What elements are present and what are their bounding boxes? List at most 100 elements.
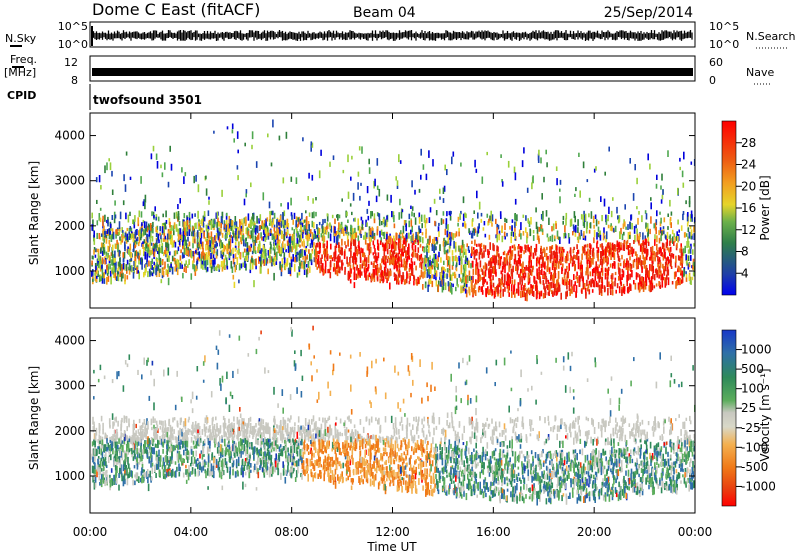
rti-cell bbox=[644, 284, 647, 290]
rti-cell bbox=[555, 249, 558, 254]
rti-cell bbox=[214, 244, 216, 248]
rti-cell bbox=[381, 221, 383, 226]
rti-cell bbox=[198, 257, 201, 262]
rti-cell bbox=[566, 273, 569, 278]
rti-cell bbox=[326, 240, 328, 249]
rti-cell bbox=[110, 236, 113, 242]
rti-cell bbox=[403, 246, 406, 253]
rti-cell bbox=[128, 269, 131, 275]
rti-cell bbox=[122, 232, 124, 237]
rti-cell bbox=[433, 245, 435, 253]
rti-cell bbox=[164, 250, 166, 255]
rti-cell bbox=[169, 235, 172, 241]
rti-cell bbox=[562, 215, 565, 221]
rti-cell bbox=[382, 274, 385, 282]
rti-cell bbox=[499, 289, 502, 294]
rti-cell bbox=[558, 287, 561, 292]
rti-cell bbox=[394, 273, 397, 280]
rti-cell bbox=[319, 242, 321, 248]
rti-cell bbox=[531, 287, 533, 294]
rti-cell bbox=[179, 255, 182, 261]
rti-cell bbox=[399, 238, 402, 243]
rti-cell bbox=[568, 237, 571, 244]
rti-cell bbox=[323, 269, 325, 275]
rti-cell bbox=[306, 229, 309, 235]
rti-cell bbox=[152, 221, 154, 228]
rti-cell bbox=[106, 276, 108, 285]
rti-cell bbox=[283, 257, 286, 265]
rti-cell bbox=[547, 291, 550, 296]
rti-cell bbox=[108, 232, 111, 240]
rti-cell bbox=[131, 265, 133, 273]
rti-cell bbox=[314, 254, 317, 263]
rti-cell bbox=[160, 164, 162, 169]
rti-cell bbox=[554, 288, 557, 293]
rti-cell bbox=[234, 222, 236, 227]
rti-cell bbox=[677, 453, 679, 462]
rti-cell bbox=[338, 232, 341, 236]
rti-cell bbox=[559, 255, 562, 261]
rti-cell bbox=[295, 177, 298, 184]
rti-cell bbox=[607, 287, 609, 296]
rti-cell bbox=[287, 245, 290, 253]
rti-cell bbox=[439, 276, 441, 280]
rti-cell bbox=[555, 166, 558, 171]
rti-cell bbox=[124, 234, 127, 241]
rti-cell bbox=[553, 235, 556, 239]
rti-cell bbox=[304, 228, 307, 233]
rti-cell bbox=[239, 252, 242, 260]
rti-cell bbox=[498, 457, 501, 464]
rti-cell bbox=[609, 284, 612, 290]
rti-cell bbox=[113, 263, 116, 270]
rti-cell bbox=[193, 254, 195, 263]
rti-cell bbox=[310, 141, 313, 146]
rti-cell bbox=[382, 256, 384, 262]
rti-cell bbox=[286, 228, 289, 234]
rti-cell bbox=[423, 263, 425, 271]
rti-cell bbox=[589, 243, 591, 248]
rti-cell bbox=[678, 277, 680, 286]
rti-cell bbox=[418, 188, 421, 193]
rti-cell bbox=[663, 217, 666, 223]
rti-cell bbox=[295, 220, 297, 228]
rti-cell bbox=[516, 483, 518, 491]
rti-cell bbox=[234, 225, 236, 230]
rti-cell bbox=[168, 218, 171, 225]
rti-cell bbox=[344, 266, 346, 272]
rti-cell bbox=[597, 232, 600, 238]
rti-cell bbox=[657, 262, 659, 268]
rti-cell bbox=[303, 240, 305, 248]
rti-cell bbox=[109, 263, 111, 270]
rti-cell bbox=[481, 469, 483, 474]
rti-cell bbox=[685, 260, 688, 264]
colorbar-tick-label: 16 bbox=[741, 201, 756, 215]
rti-cell bbox=[629, 158, 631, 164]
rti-cell bbox=[458, 231, 460, 237]
rti-cell bbox=[186, 219, 189, 226]
rti-cell bbox=[429, 458, 431, 466]
rti-cell bbox=[363, 235, 365, 240]
rti-cell bbox=[320, 257, 322, 265]
rti-cell bbox=[135, 250, 138, 257]
rti-cell bbox=[112, 244, 114, 251]
rti-cell bbox=[610, 247, 612, 254]
rti-cell bbox=[608, 464, 611, 469]
rti-cell bbox=[478, 201, 481, 210]
rti-cell bbox=[267, 268, 269, 275]
rti-cell bbox=[541, 268, 543, 275]
rti-cell bbox=[593, 267, 595, 274]
rti-cell bbox=[238, 253, 241, 259]
rti-cell bbox=[230, 219, 232, 227]
rti-cell bbox=[621, 254, 623, 260]
rti-cell bbox=[592, 257, 594, 265]
rti-cell bbox=[379, 278, 381, 284]
rti-cell bbox=[659, 266, 661, 273]
rti-cell bbox=[266, 225, 268, 232]
rti-cell bbox=[608, 281, 610, 288]
rti-cell bbox=[542, 449, 544, 454]
rti-cell bbox=[194, 223, 196, 228]
rti-cell bbox=[597, 282, 599, 288]
rti-cell bbox=[193, 228, 195, 232]
rti-cell bbox=[428, 245, 430, 253]
rti-cell bbox=[542, 275, 545, 279]
